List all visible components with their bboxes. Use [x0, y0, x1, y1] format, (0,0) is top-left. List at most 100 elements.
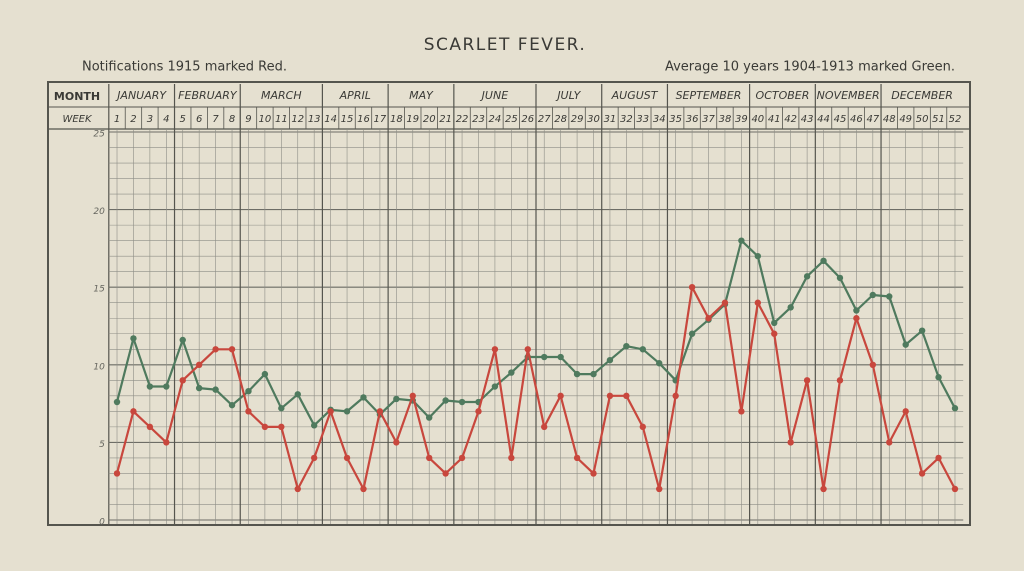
y-tick-label: 0 [99, 518, 105, 528]
data-point [294, 391, 301, 398]
week-label: 32 [620, 114, 633, 125]
data-point [935, 374, 942, 381]
week-label: 5 [180, 114, 186, 125]
data-point [573, 370, 581, 378]
data-point [902, 408, 909, 415]
week-label: 48 [883, 114, 896, 125]
data-point [426, 414, 433, 421]
data-point [853, 307, 860, 314]
week-label: 7 [212, 114, 219, 125]
week-label: 44 [817, 114, 830, 125]
data-point [310, 454, 318, 462]
data-point [820, 257, 827, 265]
data-point [278, 405, 285, 412]
data-point [918, 327, 926, 334]
week-label: 8 [229, 114, 235, 125]
data-point [557, 392, 564, 400]
data-point [310, 422, 318, 429]
data-point [458, 454, 466, 462]
data-point [475, 408, 482, 415]
month-label: FEBRUARY [178, 89, 238, 102]
data-point [541, 423, 548, 431]
data-point [623, 342, 630, 350]
data-point [771, 319, 778, 327]
data-point [113, 470, 121, 477]
y-tick-label: 15 [93, 285, 105, 295]
data-point [836, 274, 844, 282]
week-label: 2 [130, 114, 136, 125]
data-point [163, 439, 170, 446]
week-label: 17 [374, 114, 387, 125]
week-label: 34 [653, 114, 666, 125]
data-point [195, 384, 203, 392]
data-point [803, 377, 811, 384]
data-point [656, 485, 663, 493]
week-label: 9 [245, 114, 251, 125]
y-tick-label: 20 [93, 207, 105, 217]
data-point [935, 454, 942, 462]
month-label: JUNE [480, 89, 509, 102]
data-point [902, 341, 909, 348]
data-point [146, 423, 154, 431]
week-label: 30 [587, 114, 600, 125]
data-point [705, 315, 712, 322]
data-point [738, 237, 745, 244]
data-point [606, 392, 614, 400]
data-point [656, 360, 663, 367]
week-label: 35 [669, 114, 682, 125]
month-label: AUGUST [611, 89, 659, 102]
week-label: 46 [850, 114, 863, 125]
week-label: 43 [801, 114, 814, 125]
data-point [146, 383, 154, 390]
data-point [771, 330, 778, 337]
week-label: 24 [489, 114, 502, 125]
week-label: 10 [259, 114, 272, 125]
month-label: MARCH [261, 89, 302, 102]
y-tick-label: 10 [93, 362, 105, 372]
week-label: 40 [751, 114, 764, 125]
week-label: 25 [505, 114, 518, 125]
data-point [623, 392, 630, 400]
data-point [426, 454, 433, 462]
subtitle-right: Average 10 years 1904-1913 marked Green. [665, 60, 955, 75]
week-label: 29 [571, 114, 584, 125]
data-point [245, 387, 252, 395]
data-point [261, 423, 269, 431]
data-point [803, 273, 811, 280]
data-point [508, 454, 515, 462]
data-point [130, 335, 137, 342]
week-label: 45 [834, 114, 847, 125]
week-label: 3 [147, 114, 153, 125]
data-point [130, 408, 137, 415]
week-label: 36 [686, 114, 699, 125]
week-label: 50 [916, 114, 929, 125]
data-point [886, 293, 893, 300]
data-point [343, 454, 351, 462]
data-point [754, 299, 762, 306]
week-label: 39 [735, 114, 748, 125]
data-point [294, 485, 301, 493]
week-label: 14 [324, 114, 337, 125]
week-label: 26 [521, 114, 534, 125]
month-label: OCTOBER [756, 89, 810, 102]
data-point [228, 401, 236, 409]
data-point [491, 346, 499, 353]
month-label: MAY [409, 89, 434, 102]
data-point [179, 336, 186, 344]
data-point [245, 408, 252, 415]
data-point [360, 485, 367, 493]
week-label: 15 [341, 114, 354, 125]
series-line [115, 239, 956, 427]
week-label: 4 [163, 114, 169, 125]
week-label: 27 [538, 114, 551, 125]
y-tick-label: 5 [99, 440, 105, 450]
data-point [491, 383, 499, 390]
data-point [557, 353, 564, 361]
data-point [458, 398, 466, 406]
data-point [721, 299, 729, 306]
week-label: 23 [472, 114, 485, 125]
week-label: 13 [308, 114, 321, 125]
data-point [393, 395, 400, 403]
data-point [951, 405, 959, 412]
